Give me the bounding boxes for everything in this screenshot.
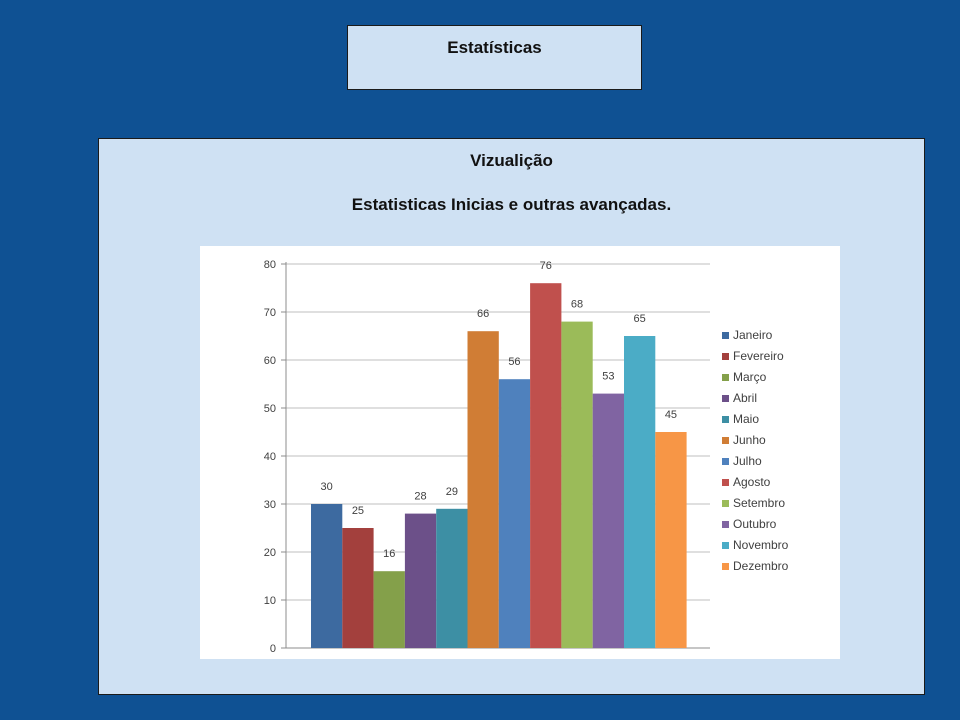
legend-label: Junho [733,433,766,447]
legend-label: Agosto [733,475,771,489]
y-tick-label: 40 [264,451,276,463]
data-label: 30 [321,481,333,493]
legend-label: Março [733,370,767,384]
bar [592,393,624,648]
bar-chart: 0 10 20 30 40 50 60 70 80 30 25 16 28 29 66 56 76 68 53 65 4… [264,259,789,655]
content-panel: Vizualição Estatisticas Inicias e outras… [98,138,925,695]
data-label: 28 [414,491,426,503]
bar [311,504,343,648]
legend-swatch [722,542,729,549]
legend-label: Abril [733,391,757,405]
y-tick-label: 50 [264,403,276,415]
legend-swatch [722,479,729,486]
bar [561,321,593,648]
legend-swatch [722,458,729,465]
bar [436,508,468,648]
y-tick-label: 30 [264,499,276,511]
legend-swatch [722,395,729,402]
data-label: 25 [352,505,364,517]
panel-subtitle: Estatisticas Inicias e outras avançadas. [351,195,672,214]
panel-title: Vizualição [470,151,553,170]
bar [624,336,656,648]
data-label: 45 [665,409,677,421]
bar [404,513,437,648]
bar [530,283,562,648]
legend-swatch [722,353,729,360]
legend-swatch [722,332,729,339]
legend-swatch [722,374,729,381]
header-title-box: Estatísticas [347,25,642,90]
bar [342,528,374,648]
chart-container: 0 10 20 30 40 50 60 70 80 30 25 16 28 29 66 56 76 68 53 65 4… [200,246,840,659]
legend-label: Outubro [733,517,777,531]
legend-label: Janeiro [733,328,773,342]
bar [655,432,687,648]
legend-swatch [722,416,729,423]
y-tick-label: 0 [270,643,276,655]
header-title: Estatísticas [447,38,542,57]
legend-label: Maio [733,412,759,426]
y-tick-label: 70 [264,307,276,319]
y-tick-label: 60 [264,355,276,367]
legend-label: Julho [733,454,762,468]
legend-swatch [722,500,729,507]
data-label: 16 [383,548,395,560]
y-tick-label: 80 [264,259,276,271]
data-label: 66 [477,308,489,320]
legend-swatch [722,437,729,444]
data-label: 65 [634,313,646,325]
legend-swatch [722,563,729,570]
y-tick-label: 20 [264,547,276,559]
bar [498,379,531,648]
legend-label: Novembro [733,538,789,552]
legend-label: Setembro [733,496,785,510]
legend-swatch [722,521,729,528]
bar [467,331,499,648]
data-label: 53 [602,371,614,383]
legend-label: Fevereiro [733,349,784,363]
data-label: 68 [571,299,583,311]
bar [373,571,405,648]
data-label: 56 [508,356,520,368]
data-label: 29 [446,486,458,498]
data-label: 76 [540,260,552,272]
y-tick-label: 10 [264,595,276,607]
legend-label: Dezembro [733,559,789,573]
